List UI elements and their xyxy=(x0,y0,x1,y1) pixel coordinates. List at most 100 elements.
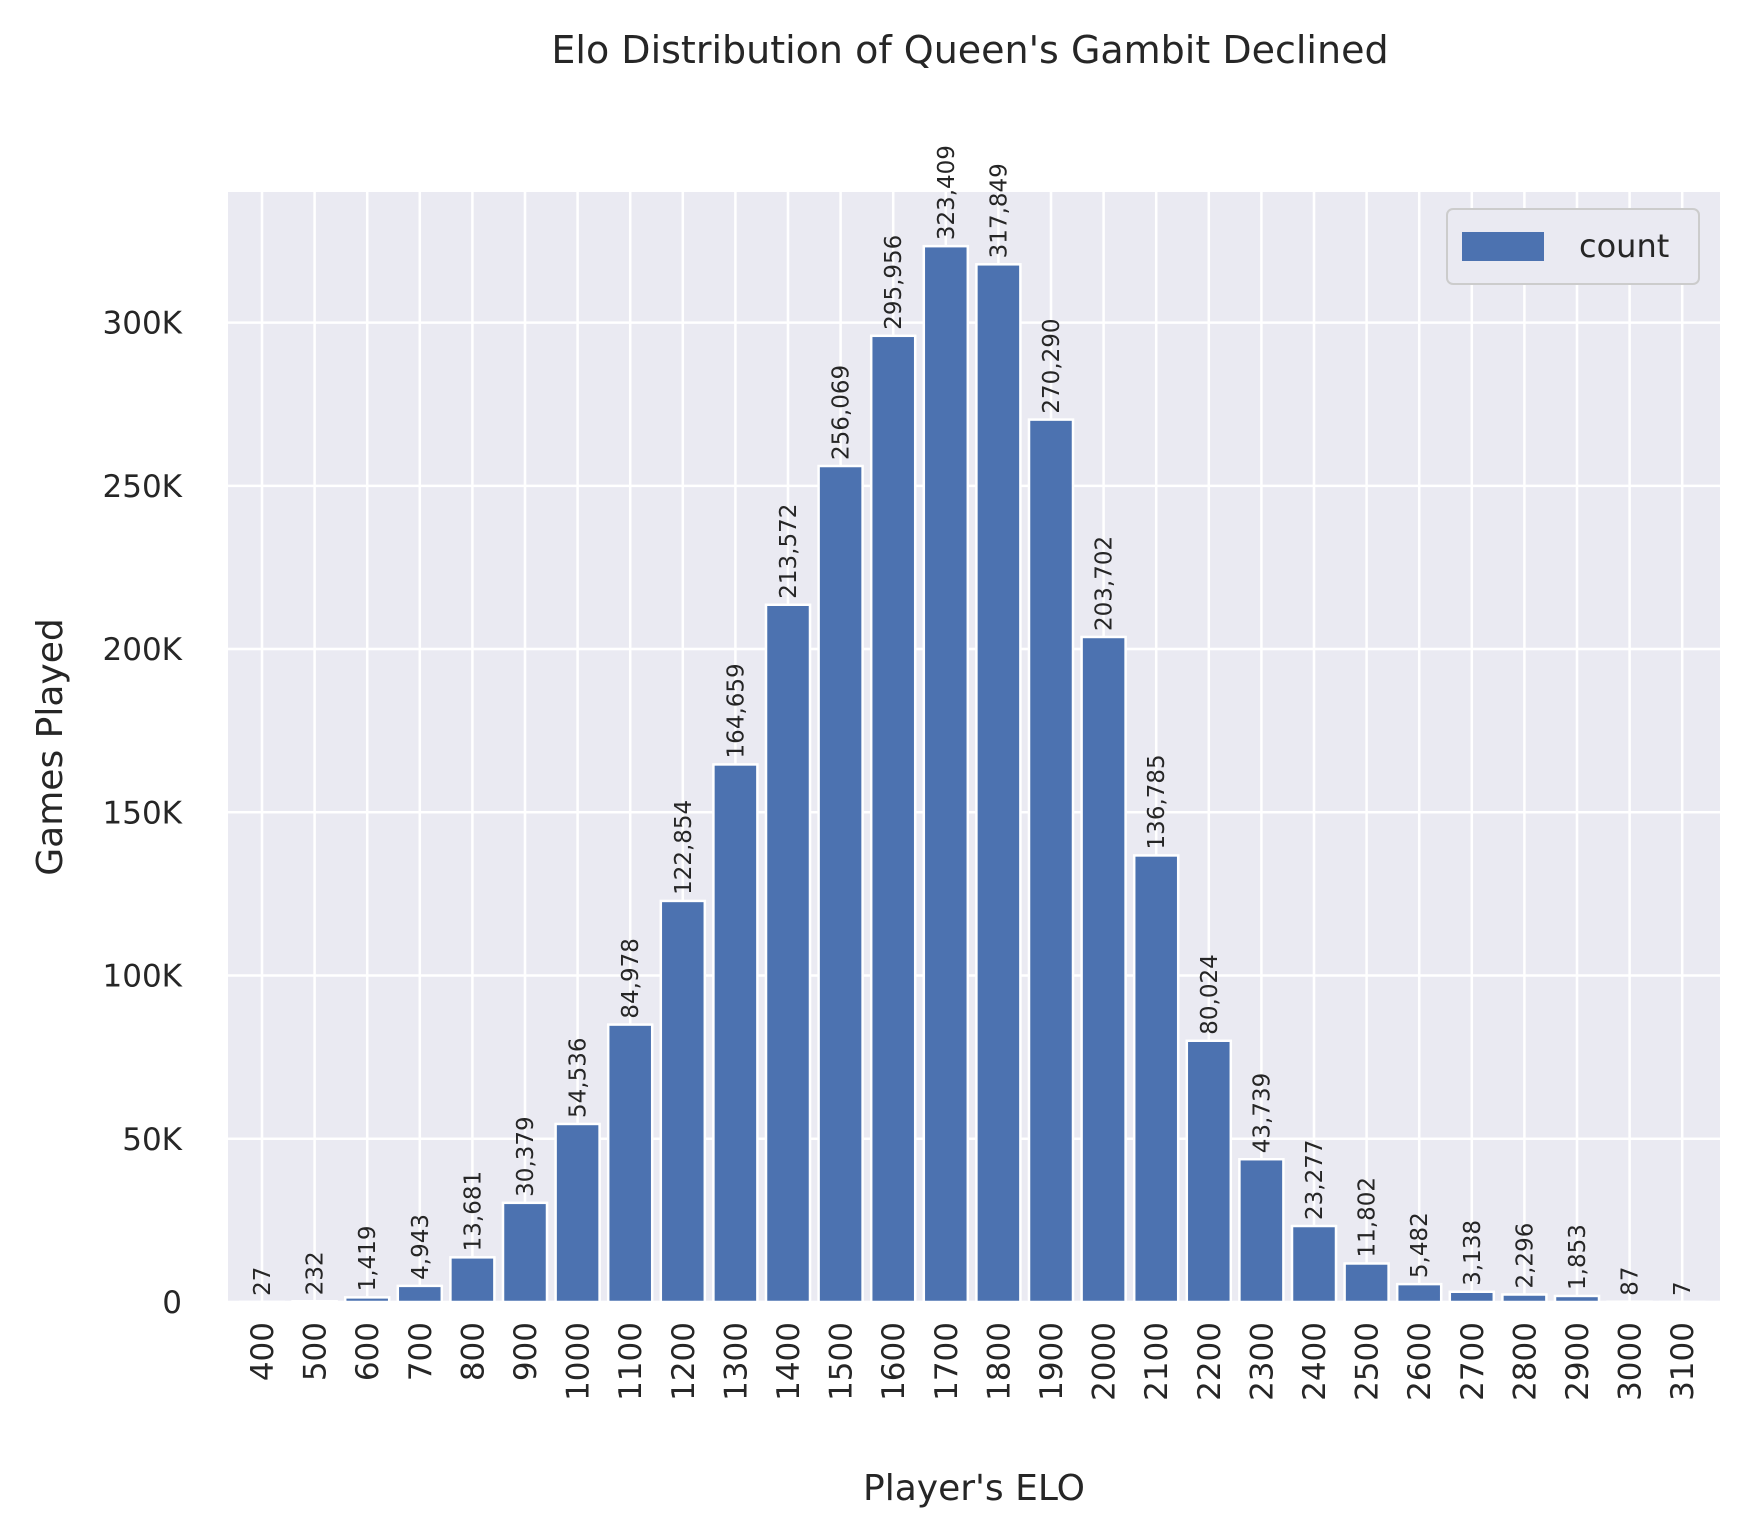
bar xyxy=(343,1296,391,1304)
bar xyxy=(869,334,917,1304)
y-tick-label: 300K xyxy=(103,306,183,342)
bar-value-label: 1,419 xyxy=(355,1226,381,1292)
x-tick-label: 1100 xyxy=(613,1322,649,1401)
y-tick-label: 0 xyxy=(162,1285,182,1321)
bar-value-label: 213,572 xyxy=(776,504,802,599)
x-tick-label: 2500 xyxy=(1350,1322,1386,1401)
bar xyxy=(554,1122,601,1304)
bar-value-label: 203,702 xyxy=(1092,536,1118,631)
bar-value-label: 3,138 xyxy=(1460,1220,1486,1286)
bar xyxy=(1080,635,1127,1304)
bar-value-label: 87 xyxy=(1618,1266,1644,1295)
x-tick-label: 3100 xyxy=(1665,1322,1701,1401)
bar-value-label: 232 xyxy=(303,1251,329,1295)
bar xyxy=(1448,1290,1496,1304)
bar-value-label: 164,659 xyxy=(723,663,749,758)
bar xyxy=(1553,1294,1601,1304)
bar xyxy=(922,244,970,1304)
bar-value-label: 256,069 xyxy=(829,365,855,460)
bar-value-label: 11,802 xyxy=(1355,1177,1381,1257)
bar-value-label: 295,956 xyxy=(881,235,907,330)
bar xyxy=(1027,418,1075,1304)
bar xyxy=(291,1299,338,1304)
x-tick-label: 700 xyxy=(403,1322,439,1381)
bar xyxy=(1132,854,1180,1304)
bar-value-label: 30,379 xyxy=(513,1116,539,1196)
x-tick-label: 800 xyxy=(455,1322,491,1381)
x-tick-label: 1300 xyxy=(718,1322,754,1401)
x-tick-label: 1700 xyxy=(929,1322,965,1401)
bar-value-label: 7 xyxy=(1670,1281,1696,1296)
bar-value-label: 317,849 xyxy=(986,163,1012,258)
y-tick-label: 200K xyxy=(103,632,183,668)
legend-label: count xyxy=(1579,227,1669,265)
x-tick-label: 2800 xyxy=(1507,1322,1543,1401)
bar xyxy=(712,763,759,1304)
x-tick-label: 1800 xyxy=(981,1322,1017,1401)
x-tick-label: 900 xyxy=(508,1322,544,1381)
x-tick-label: 1400 xyxy=(771,1322,807,1401)
x-tick-label: 2400 xyxy=(1297,1322,1333,1401)
bar xyxy=(1501,1293,1548,1304)
bar xyxy=(1238,1157,1285,1304)
x-tick-label: 2300 xyxy=(1244,1322,1280,1401)
bar-value-label: 136,785 xyxy=(1144,754,1170,849)
bar xyxy=(1395,1282,1443,1304)
plot-area xyxy=(228,192,1720,1302)
chart-title: Elo Distribution of Queen's Gambit Decli… xyxy=(551,28,1388,72)
bar xyxy=(764,603,812,1304)
bar-value-label: 54,536 xyxy=(566,1037,592,1117)
bar xyxy=(659,899,707,1304)
legend-swatch xyxy=(1462,232,1544,261)
bar-value-label: 23,277 xyxy=(1302,1140,1328,1220)
bar xyxy=(1290,1224,1338,1304)
bar xyxy=(975,263,1022,1304)
legend-frame xyxy=(1446,208,1700,285)
x-tick-label: 2900 xyxy=(1560,1322,1596,1401)
bar-value-label: 13,681 xyxy=(460,1171,486,1251)
x-tick-label: 2200 xyxy=(1192,1322,1228,1401)
y-tick-label: 100K xyxy=(103,959,183,995)
bar-value-label: 27 xyxy=(250,1267,276,1296)
bars xyxy=(238,244,1706,1304)
legend: count xyxy=(1446,208,1700,285)
x-tick-label: 1000 xyxy=(561,1322,597,1401)
bar-value-label: 1,853 xyxy=(1565,1224,1591,1290)
bar-value-label: 80,024 xyxy=(1197,954,1223,1034)
x-tick-label: 2700 xyxy=(1455,1322,1491,1401)
bar-value-label: 270,290 xyxy=(1039,318,1065,413)
x-tick-label: 1500 xyxy=(824,1322,860,1401)
y-axis-ticks: 0 50K 100K 150K 200K 250K 300K xyxy=(103,306,183,1321)
data-labels: 27 232 1,419 4,943 13,681 30,379 54,536 84,978 1… xyxy=(250,145,1696,1296)
bar-value-label: 2,296 xyxy=(1512,1223,1538,1289)
y-tick-label: 150K xyxy=(103,795,183,831)
bar xyxy=(449,1256,496,1304)
x-tick-label: 2600 xyxy=(1402,1322,1438,1401)
bar-value-label: 84,978 xyxy=(618,938,644,1018)
x-tick-label: 3000 xyxy=(1613,1322,1649,1401)
y-tick-label: 50K xyxy=(122,1122,182,1158)
x-tick-label: 2000 xyxy=(1087,1322,1123,1401)
bar-value-label: 43,739 xyxy=(1249,1073,1275,1153)
x-tick-label: 1900 xyxy=(1034,1322,1070,1401)
y-axis-label: Games Played xyxy=(30,618,71,875)
bar xyxy=(606,1023,654,1304)
bar xyxy=(1343,1262,1390,1304)
bar-value-label: 4,943 xyxy=(408,1214,434,1280)
bar xyxy=(1185,1039,1233,1304)
x-tick-label: 1600 xyxy=(876,1322,912,1401)
x-tick-label: 2100 xyxy=(1139,1322,1175,1401)
x-axis-label: Player's ELO xyxy=(863,1468,1085,1509)
x-axis-ticks: 400 500 600 700 800 900 1000 1100 1200 1300 1400 15… xyxy=(245,1322,1701,1401)
bar-value-label: 5,482 xyxy=(1407,1212,1433,1278)
x-tick-label: 500 xyxy=(298,1322,334,1381)
bar xyxy=(396,1284,444,1304)
bar-value-label: 323,409 xyxy=(934,145,960,240)
x-tick-label: 1200 xyxy=(666,1322,702,1401)
x-tick-label: 400 xyxy=(245,1322,281,1381)
y-tick-label: 250K xyxy=(103,469,183,505)
bar xyxy=(817,464,864,1304)
bar xyxy=(501,1201,549,1304)
